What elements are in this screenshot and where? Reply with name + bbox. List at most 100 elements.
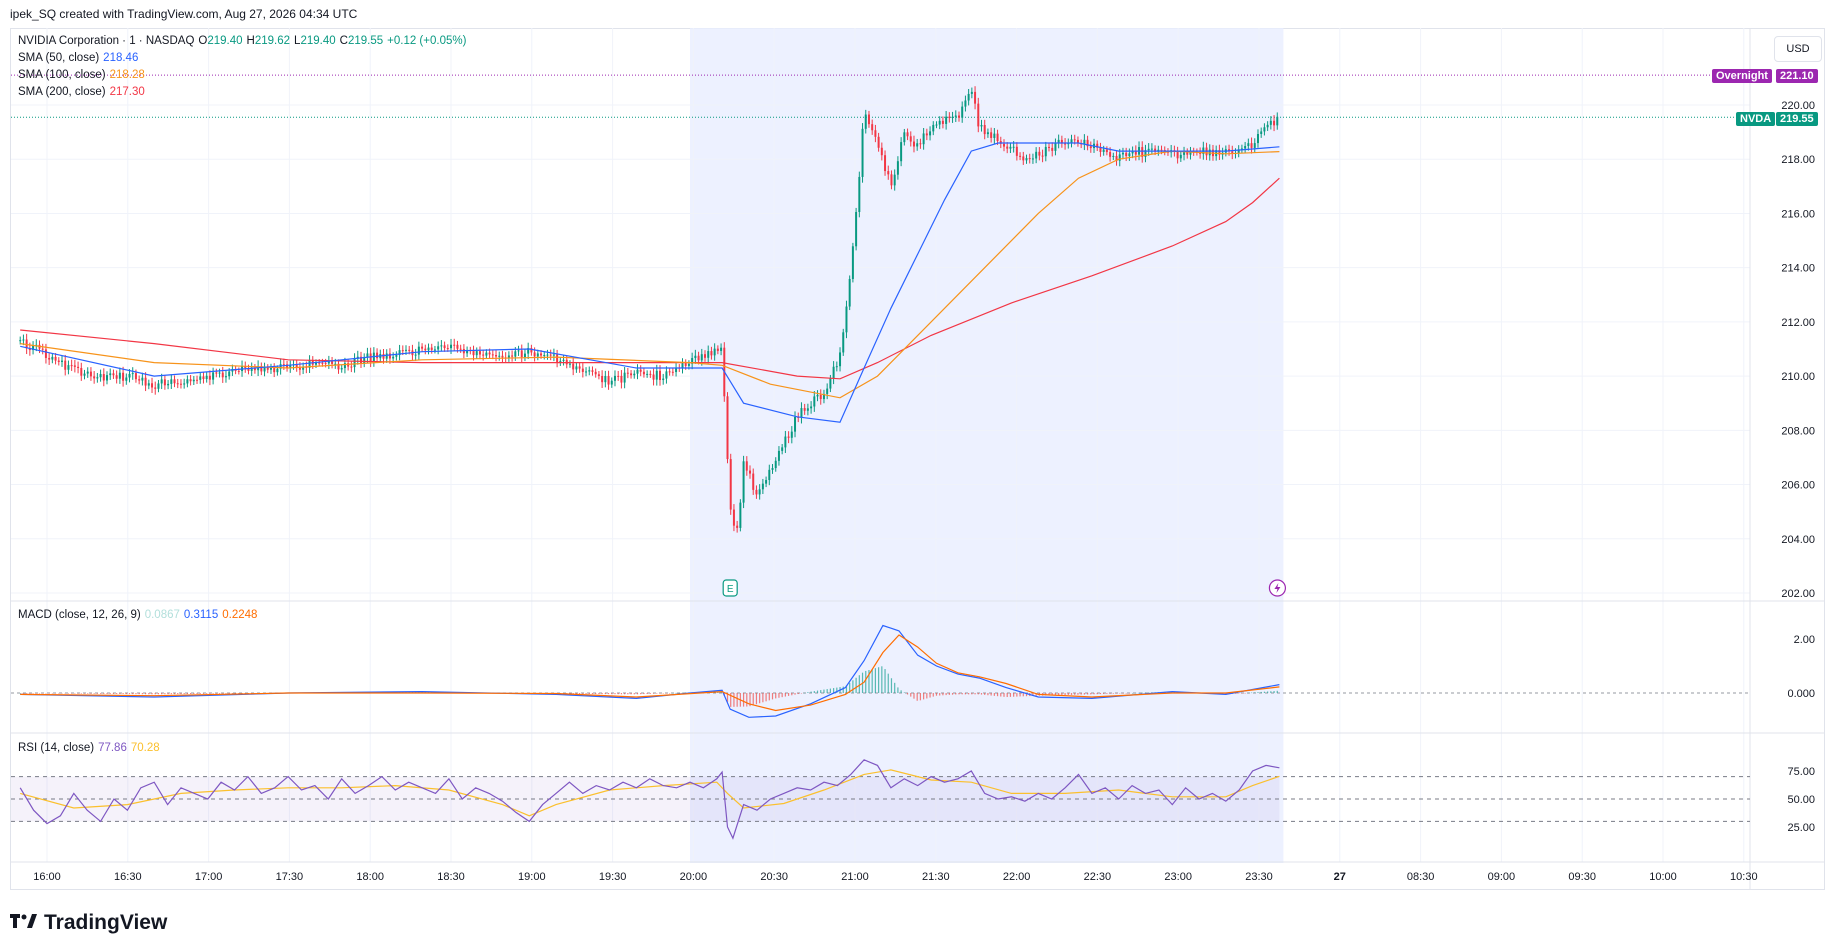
candle-body xyxy=(758,489,761,495)
sma200-legend[interactable]: SMA (200, close) 217.30 xyxy=(18,86,149,98)
time-tick-label: 09:30 xyxy=(1568,871,1596,883)
candle-body xyxy=(295,364,298,368)
macd-histogram-bar xyxy=(1083,693,1085,695)
lightning-bolt-icon xyxy=(1274,583,1281,593)
time-tick-label: 23:00 xyxy=(1164,871,1192,883)
candle-body xyxy=(54,356,57,361)
candle-body xyxy=(1099,147,1102,152)
rsi-legend[interactable]: RSI (14, close) 77.86 70.28 xyxy=(18,742,164,754)
macd-histogram-bar xyxy=(604,693,606,695)
candle-body xyxy=(324,362,327,364)
candle-body xyxy=(523,353,526,358)
candle-body xyxy=(896,161,899,175)
candle-body xyxy=(1028,158,1031,160)
symbol-label[interactable]: NVIDIA Corporation · 1 · NASDAQ xyxy=(18,35,195,47)
candle-body xyxy=(707,351,710,358)
macd-histogram-bar xyxy=(643,693,645,695)
candle-body xyxy=(1057,139,1060,143)
price-tick-label: 212.00 xyxy=(1781,317,1815,329)
macd-histogram-bar xyxy=(38,693,41,694)
macd-histogram-bar xyxy=(202,693,205,694)
macd-histogram-bar xyxy=(868,670,870,693)
candle-body xyxy=(642,371,645,375)
rsi-tick-label: 75.00 xyxy=(1787,766,1815,778)
candle-body xyxy=(202,376,205,380)
grid xyxy=(11,28,1825,890)
candle-body xyxy=(102,374,105,381)
candle-body xyxy=(803,408,806,411)
candle-body xyxy=(208,375,211,380)
rsi-ma-value: 70.28 xyxy=(130,742,160,754)
macd-histogram-bar xyxy=(617,693,619,695)
rsi-ma-line xyxy=(20,769,1280,817)
candle-body xyxy=(687,363,690,366)
sma100-label: SMA (100, close) xyxy=(18,69,106,81)
currency-button[interactable]: USD xyxy=(1774,36,1822,62)
candle-body xyxy=(321,362,324,364)
macd-histogram-bar xyxy=(1080,693,1082,695)
macd-histogram-bar xyxy=(1022,693,1024,697)
tradingview-logo[interactable]: TradingView xyxy=(10,910,167,936)
candle-body xyxy=(488,352,491,355)
candle-body xyxy=(938,120,941,125)
candle-body xyxy=(871,124,874,131)
macd-histogram-bar xyxy=(64,693,66,694)
candle-body xyxy=(1083,139,1086,145)
candle-body xyxy=(848,278,851,307)
macd-histogram-bar xyxy=(926,693,928,699)
candle-body xyxy=(443,345,446,349)
candle-body xyxy=(376,352,379,359)
candle-body xyxy=(832,366,835,379)
candle-body xyxy=(1273,120,1276,126)
rsi-value: 77.86 xyxy=(98,742,127,754)
macd-histogram-bar xyxy=(659,693,661,694)
macd-histogram-bar xyxy=(665,693,668,694)
time-tick-label: 21:30 xyxy=(922,871,950,883)
macd-histogram-bar xyxy=(624,693,626,695)
macd-histogram-bar xyxy=(186,693,188,695)
macd-histogram-bar xyxy=(968,693,970,695)
candle-body xyxy=(633,373,636,376)
macd-histogram-bar xyxy=(51,693,53,694)
candle-body xyxy=(1244,146,1247,149)
candle-body xyxy=(1012,146,1015,148)
candle-body xyxy=(298,367,301,370)
candle-body xyxy=(1096,143,1099,148)
candle-body xyxy=(575,366,578,370)
candle-body xyxy=(173,379,176,384)
sma50-legend[interactable]: SMA (50, close) 218.46 xyxy=(18,52,142,64)
macd-histogram-bar xyxy=(74,693,76,694)
macd-tick-label: 0.000 xyxy=(1787,688,1815,700)
macd-histogram-bar xyxy=(215,693,217,694)
price-tick-label: 220.00 xyxy=(1781,100,1815,112)
sma100-legend[interactable]: SMA (100, close) 218.28 xyxy=(18,69,149,81)
candle-body xyxy=(1134,151,1137,155)
candle-body xyxy=(183,383,186,385)
macd-histogram-bar xyxy=(1077,693,1079,695)
macd-histogram-bar xyxy=(1128,693,1130,694)
candle-body xyxy=(543,355,546,357)
candle-body xyxy=(427,347,430,351)
macd-histogram-bar xyxy=(218,693,221,694)
candle-body xyxy=(736,525,739,528)
macd-histogram-bar xyxy=(427,691,430,693)
candle-body xyxy=(359,356,362,364)
sma-lines xyxy=(20,142,1280,423)
macd-histogram-bar xyxy=(235,693,237,694)
candle-body xyxy=(1141,147,1144,157)
time-tick-label: 21:00 xyxy=(841,871,869,883)
macd-histogram-bar xyxy=(778,693,780,698)
macd-histogram-bar xyxy=(845,685,848,693)
candle-body xyxy=(1112,155,1115,157)
candle-body xyxy=(398,350,401,356)
candle-body xyxy=(562,359,565,361)
macd-legend[interactable]: MACD (close, 12, 26, 9) 0.0867 0.3115 0.224… xyxy=(18,609,261,621)
macd-histogram-bar xyxy=(138,693,140,695)
candle-body xyxy=(176,383,179,385)
earnings-marker-label: E xyxy=(727,584,734,595)
candle-body xyxy=(919,143,922,145)
macd-histogram-bar xyxy=(980,693,983,695)
candle-body xyxy=(472,351,475,356)
macd-histogram-bar xyxy=(595,693,597,695)
